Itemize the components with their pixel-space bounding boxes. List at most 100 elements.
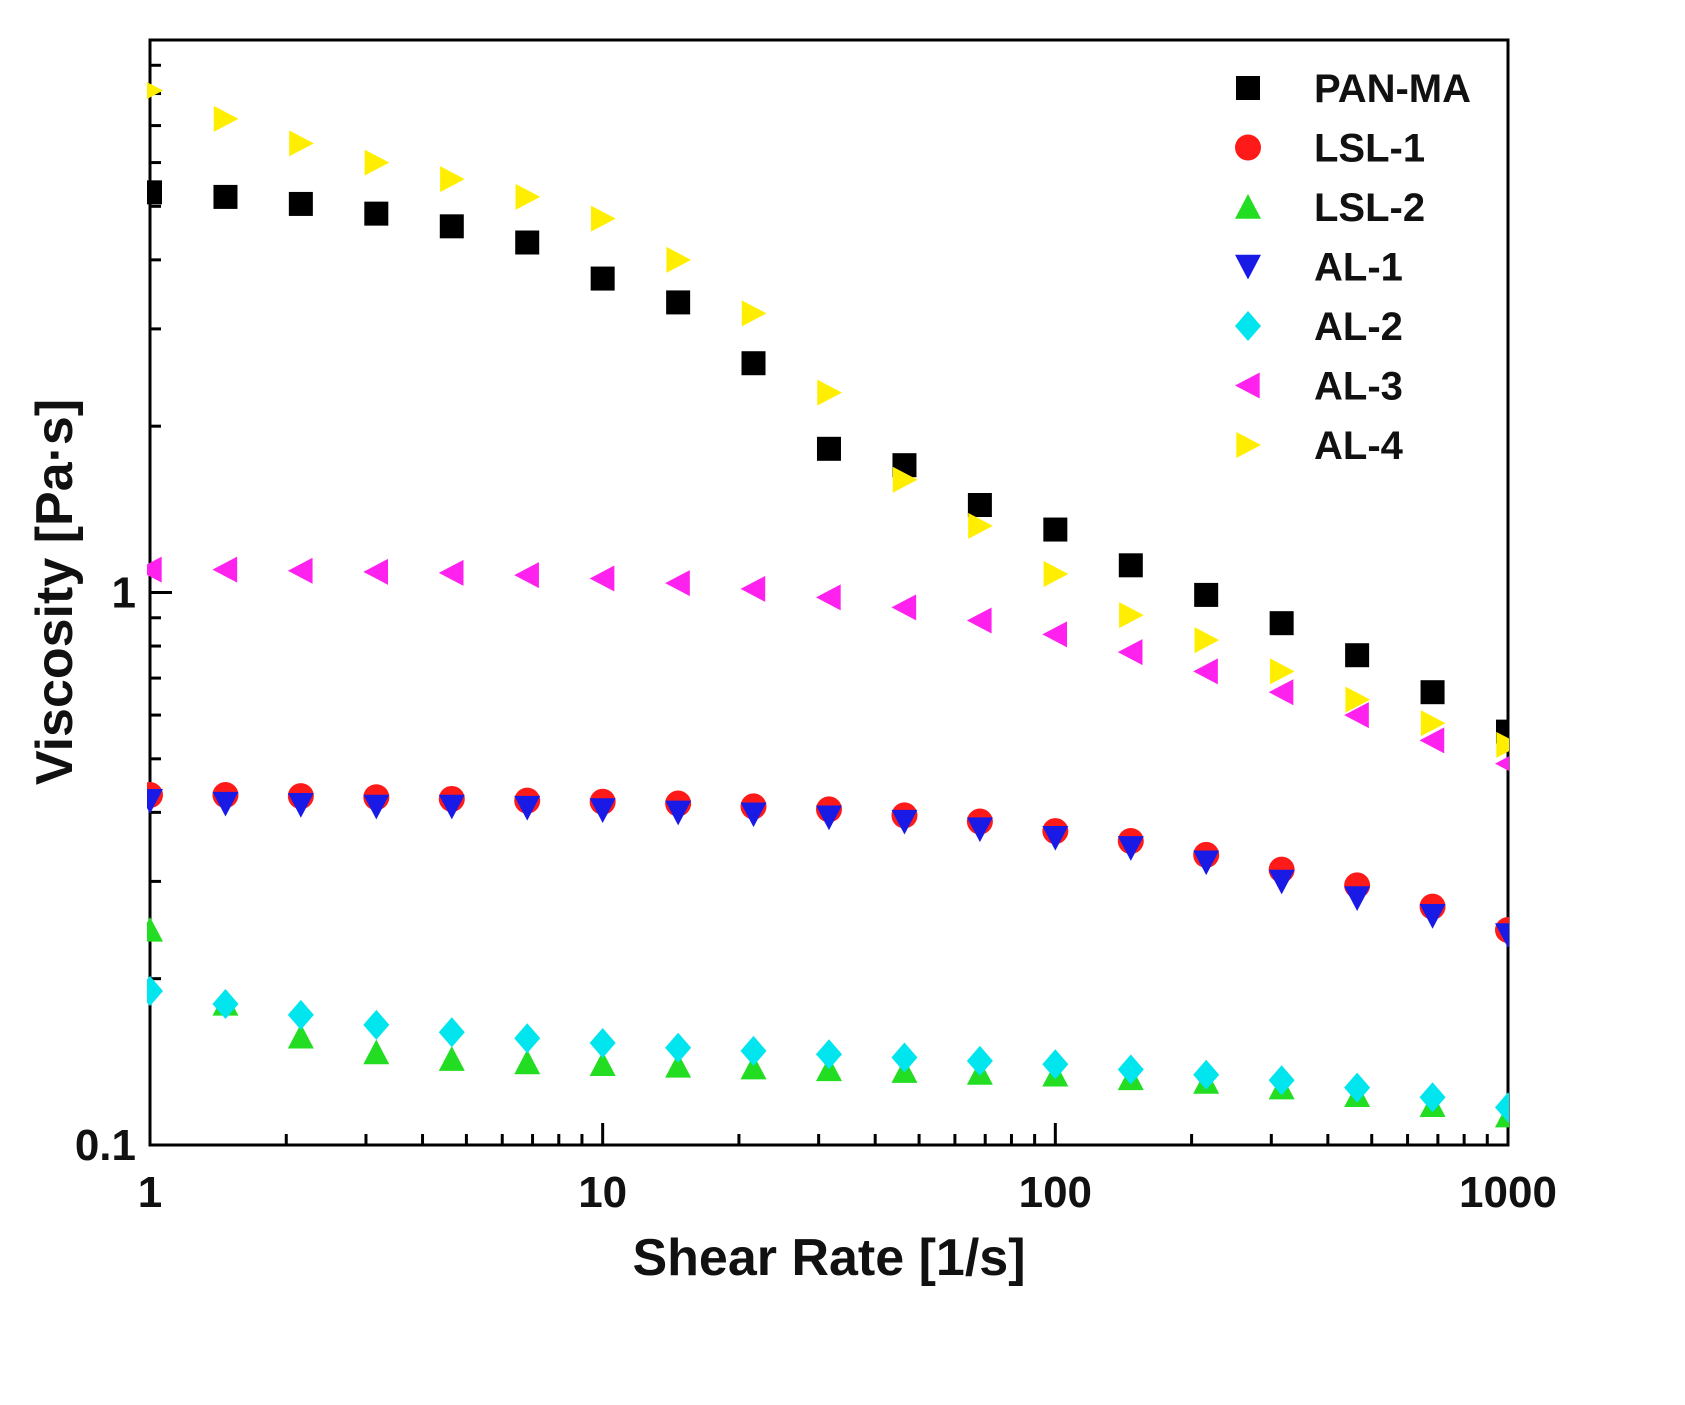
legend-marker-pan-ma (1236, 76, 1260, 100)
data-point-pan-ma (439, 214, 464, 239)
data-point-al-1 (1495, 923, 1509, 948)
legend-label-pan-ma: PAN-MA (1314, 67, 1471, 111)
data-point-pan-ma (666, 290, 691, 315)
data-point-al-3 (1193, 658, 1218, 685)
legend-label-al-3: AL-3 (1314, 365, 1403, 409)
legend-item-al-1: AL-1 (1235, 246, 1403, 290)
legend-label-al-2: AL-2 (1314, 305, 1403, 349)
data-point-lsl-2 (665, 1052, 692, 1078)
data-point-al-2 (1193, 1059, 1220, 1090)
data-point-pan-ma (590, 266, 615, 291)
data-point-pan-ma (364, 201, 389, 226)
data-point-al-4 (1119, 602, 1144, 629)
data-point-lsl-2 (514, 1049, 541, 1075)
data-point-al-2 (815, 1039, 842, 1070)
data-point-al-2 (438, 1017, 465, 1048)
data-point-al-2 (287, 999, 314, 1030)
data-point-al-2 (891, 1042, 918, 1073)
data-point-al-3 (1117, 639, 1143, 666)
legend-label-lsl-2: LSL-2 (1314, 186, 1425, 230)
data-point-pan-ma (1269, 611, 1294, 636)
x-tick-label: 1 (138, 1168, 162, 1217)
legend-marker-al-4 (1236, 432, 1261, 458)
data-point-al-3 (212, 556, 238, 583)
series-pan-ma (147, 180, 1509, 744)
data-point-al-1 (438, 794, 465, 820)
data-point-al-2 (1117, 1054, 1144, 1085)
legend-marker-al-3 (1235, 372, 1260, 399)
data-point-al-1 (740, 802, 767, 828)
data-point-pan-ma (1043, 517, 1068, 542)
data-point-al-3 (966, 607, 992, 634)
data-point-al-2 (1419, 1082, 1446, 1113)
data-point-pan-ma (1194, 582, 1219, 607)
data-point-al-1 (514, 795, 541, 821)
x-axis-title: Shear Rate [1/s] (632, 1229, 1025, 1287)
data-point-al-4 (968, 512, 993, 539)
data-point-al-1 (287, 792, 314, 818)
data-point-al-2 (212, 988, 239, 1019)
data-point-al-2 (740, 1035, 767, 1066)
data-point-al-2 (147, 975, 163, 1006)
legend-marker-lsl-2 (1235, 194, 1261, 219)
series-al-2 (147, 975, 1509, 1123)
data-point-pan-ma (515, 230, 540, 255)
data-point-pan-ma (1345, 643, 1370, 668)
series-al-4 (147, 82, 1509, 758)
data-point-al-4 (440, 166, 465, 193)
legend-marker-al-2 (1235, 311, 1261, 341)
data-point-al-4 (364, 149, 390, 176)
data-point-lsl-2 (438, 1046, 465, 1071)
data-point-al-3 (363, 558, 389, 585)
data-point-lsl-2 (147, 916, 163, 942)
data-point-al-1 (1419, 904, 1446, 929)
data-point-al-1 (363, 794, 390, 820)
data-point-pan-ma (288, 191, 313, 216)
data-point-al-1 (891, 809, 918, 835)
data-point-pan-ma (213, 184, 238, 209)
data-point-lsl-2 (589, 1051, 616, 1076)
data-point-al-2 (589, 1027, 616, 1058)
data-point-al-1 (147, 788, 163, 814)
data-point-lsl-2 (363, 1039, 390, 1065)
legend-item-al-2: AL-2 (1235, 305, 1403, 349)
legend-item-lsl-2: LSL-2 (1235, 186, 1425, 230)
data-point-al-3 (740, 575, 766, 602)
data-point-al-3 (1042, 621, 1068, 648)
data-point-al-1 (1344, 886, 1371, 911)
data-point-pan-ma (816, 436, 841, 461)
data-point-pan-ma (1118, 553, 1143, 578)
data-point-al-3 (1268, 679, 1294, 706)
y-tick-label: 0.1 (75, 1121, 136, 1170)
series-al-1 (147, 788, 1509, 948)
data-point-al-3 (287, 557, 313, 584)
data-point-al-4 (515, 183, 541, 210)
data-point-al-3 (891, 594, 917, 621)
legend-item-pan-ma: PAN-MA (1236, 67, 1471, 111)
legend-item-al-4: AL-4 (1236, 424, 1404, 468)
data-point-al-4 (1269, 658, 1295, 685)
data-point-al-4 (147, 82, 163, 99)
data-point-al-4 (666, 246, 692, 273)
series-al-3 (147, 556, 1509, 772)
data-point-al-4 (892, 466, 918, 493)
legend-label-al-4: AL-4 (1314, 424, 1404, 468)
y-tick-label: 1 (112, 569, 136, 618)
y-axis-title: Viscosity [Pa·s] (26, 399, 84, 785)
data-point-al-1 (1268, 869, 1295, 895)
data-point-al-4 (1420, 710, 1446, 737)
legend: PAN-MA LSL-1 LSL-2 AL-1 AL-2 AL-3 AL-4 (1235, 67, 1471, 468)
data-point-al-3 (1495, 756, 1509, 772)
data-point-al-3 (815, 584, 841, 611)
data-point-al-4 (1496, 731, 1509, 758)
data-point-al-2 (1344, 1072, 1371, 1103)
legend-marker-lsl-1 (1235, 134, 1261, 161)
legend-item-al-3: AL-3 (1235, 365, 1403, 409)
data-point-lsl-2 (287, 1023, 314, 1049)
data-point-al-1 (665, 800, 692, 826)
data-point-al-2 (514, 1023, 541, 1054)
data-point-al-1 (212, 791, 239, 817)
legend-marker-al-1 (1235, 254, 1261, 280)
